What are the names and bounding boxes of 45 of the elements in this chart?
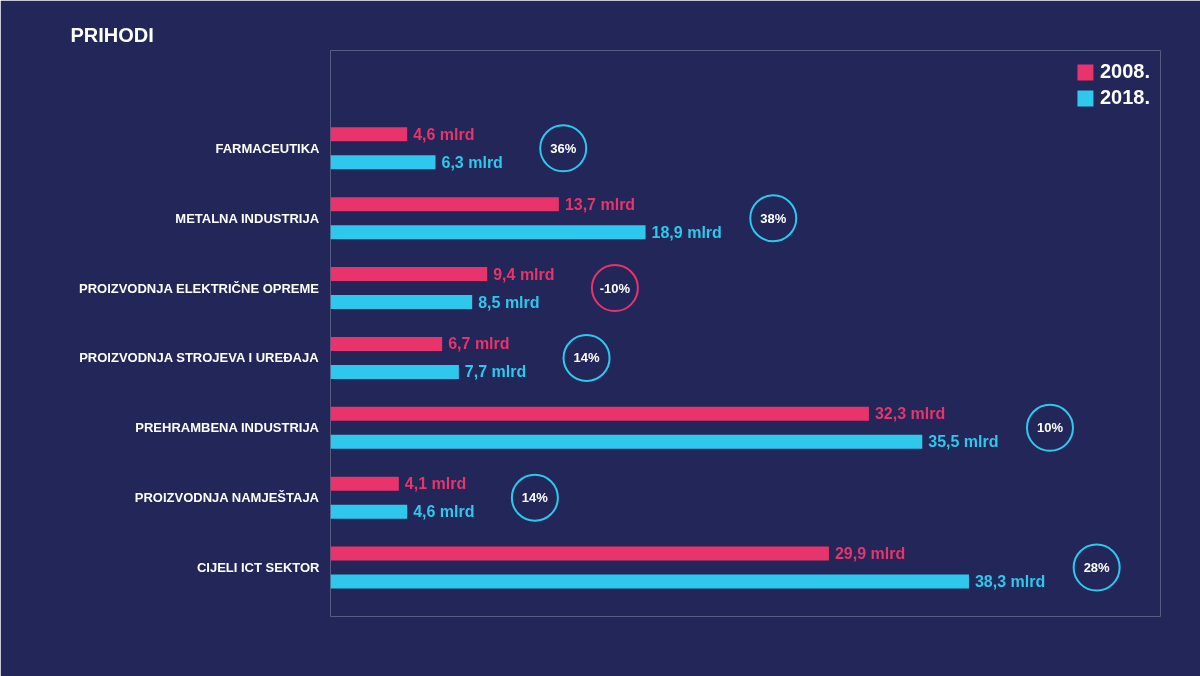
y-tick-label: PREHRAMBENA INDUSTRIJA bbox=[135, 420, 320, 436]
data-label: 35,5 mlrd bbox=[928, 433, 999, 451]
text: 28% bbox=[1083, 560, 1111, 576]
data-label: 6,7 mlrd bbox=[448, 335, 510, 353]
bar bbox=[330, 546, 829, 561]
data-label: 4,6 mlrd bbox=[413, 503, 475, 521]
data-label: 29,9 mlrd bbox=[834, 545, 906, 563]
bar bbox=[330, 295, 473, 310]
annotation: -10% bbox=[599, 280, 631, 296]
y-tick-label: PROIZVODNJA STROJEVA I UREĐAJA bbox=[79, 350, 320, 366]
data-label: 6,3 mlrd bbox=[441, 153, 503, 171]
annotation: 38% bbox=[760, 210, 787, 226]
bar bbox=[330, 225, 646, 240]
bar bbox=[330, 336, 443, 351]
annotation: 14% bbox=[521, 490, 549, 506]
annotation: 36% bbox=[550, 140, 577, 156]
y-tick-label: METALNA INDUSTRIJA bbox=[175, 210, 320, 226]
data-label: 13,7 mlrd bbox=[564, 195, 636, 213]
bar bbox=[330, 155, 436, 170]
data-label: 18,9 mlrd bbox=[651, 223, 722, 241]
y-tick-label: FARMACEUTIKA bbox=[215, 140, 321, 156]
bar bbox=[330, 127, 408, 142]
bar bbox=[330, 364, 459, 379]
text: PRIHODI bbox=[70, 23, 154, 46]
text: 10% bbox=[1036, 420, 1064, 436]
y-tick-label: PROIZVODNJA ELEKTRIČNE OPREME bbox=[78, 280, 320, 296]
data-label: 8,5 mlrd bbox=[478, 293, 540, 311]
bar bbox=[330, 476, 399, 491]
bar bbox=[330, 434, 923, 449]
bar bbox=[330, 197, 559, 212]
legend-label: 2018. bbox=[1099, 86, 1150, 109]
annotation: 14% bbox=[573, 350, 600, 366]
y-tick-label: CIJELI ICT SEKTOR bbox=[196, 560, 321, 576]
data-label: 4,6 mlrd bbox=[413, 125, 475, 143]
bar bbox=[330, 406, 869, 421]
data-label: 7,7 mlrd bbox=[464, 363, 527, 381]
y-tick-label: PROIZVODNJA NAMJEŠTAJA bbox=[134, 490, 320, 506]
bar bbox=[330, 574, 969, 589]
bar bbox=[330, 267, 488, 282]
bar bbox=[330, 504, 408, 519]
data-label: 32,3 mlrd bbox=[874, 405, 946, 423]
legend-label: 2008. bbox=[1099, 60, 1150, 83]
data-label: 38,3 mlrd bbox=[974, 573, 1046, 591]
data-label: 4,1 mlrd bbox=[404, 475, 467, 493]
data-label: 9,4 mlrd bbox=[493, 265, 555, 283]
